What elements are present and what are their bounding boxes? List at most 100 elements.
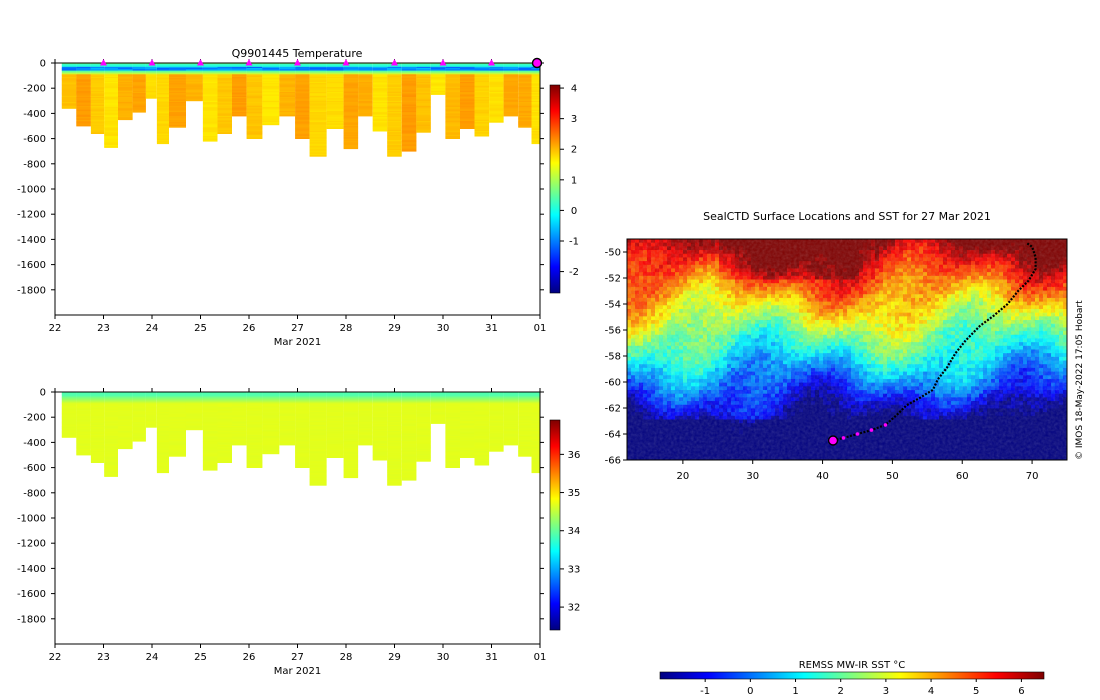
section-cell — [309, 85, 327, 88]
section-cell — [518, 448, 532, 451]
section-cell — [104, 66, 118, 69]
section-cell — [460, 107, 475, 109]
section-cell — [262, 412, 280, 414]
section-cell — [326, 100, 344, 103]
section-cell — [309, 413, 327, 416]
section-cell — [518, 434, 532, 437]
section-cell — [326, 405, 344, 408]
colorbar-tick-label: 2 — [571, 145, 577, 156]
section-cell — [503, 432, 519, 434]
section-cell — [132, 431, 146, 433]
section-cell — [387, 444, 402, 447]
section-cell — [326, 412, 344, 414]
section-cell — [474, 428, 490, 431]
section-cell — [262, 92, 280, 94]
section-cell — [343, 79, 359, 82]
section-cell — [401, 138, 417, 141]
section-cell — [145, 395, 157, 398]
section-cell — [217, 422, 232, 424]
section-cell — [156, 465, 169, 467]
section-cell — [401, 126, 417, 128]
section-cell — [343, 73, 359, 75]
temperature-panel: Q9901445 Temperature 22 23 24 25 26 27 28 29 30 3… — [17, 47, 579, 348]
section-cell — [445, 463, 460, 466]
section-cell — [262, 400, 280, 403]
section-cell — [401, 81, 417, 84]
section-cell — [61, 392, 77, 394]
section-cell — [169, 86, 186, 89]
section-cell — [61, 98, 77, 100]
section-cell — [246, 462, 263, 465]
section-cell — [460, 113, 475, 116]
section-cell — [295, 432, 310, 434]
section-cell — [474, 131, 490, 133]
section-cell — [531, 84, 540, 87]
section-cell — [387, 123, 402, 126]
section-cell — [309, 115, 327, 118]
section-cell — [387, 428, 402, 431]
section-cell — [309, 428, 327, 431]
section-cell — [401, 422, 417, 424]
section-cell — [132, 418, 146, 421]
section-cell — [445, 453, 460, 456]
section-cell — [401, 473, 417, 476]
section-cell — [118, 417, 133, 419]
section-cell — [295, 441, 310, 443]
section-cell — [169, 73, 186, 75]
section-cell — [503, 405, 519, 408]
section-cell — [445, 88, 460, 90]
section-cell — [202, 444, 218, 447]
section-cell — [416, 105, 431, 108]
section-cell — [401, 434, 417, 437]
section-cell — [246, 432, 263, 434]
section-cell — [387, 129, 402, 132]
section-cell — [202, 66, 218, 69]
section-cell — [246, 107, 263, 109]
section-cell — [343, 403, 359, 405]
section-cell — [489, 433, 504, 436]
section-cell — [343, 467, 359, 470]
colorbar-tick-label: 0 — [571, 206, 577, 217]
section-cell — [416, 405, 431, 408]
section-cell — [401, 95, 417, 98]
section-cell — [90, 431, 105, 433]
section-cell — [169, 71, 186, 74]
section-cell — [156, 410, 169, 413]
section-cell — [445, 68, 460, 70]
section-cell — [202, 433, 218, 436]
section-cell — [387, 417, 402, 419]
section-cell — [387, 413, 402, 416]
section-cell — [118, 422, 133, 424]
section-cell — [518, 405, 532, 408]
section-cell — [401, 71, 417, 74]
profile-marker — [439, 59, 447, 66]
section-cell — [118, 436, 133, 438]
section-cell — [76, 434, 91, 437]
section-cell — [132, 437, 146, 440]
section-cell — [503, 410, 519, 413]
section-cell — [156, 76, 169, 79]
section-cell — [232, 421, 247, 423]
section-cell — [460, 80, 475, 83]
section-cell — [445, 460, 460, 462]
section-cell — [309, 412, 327, 414]
section-cell — [262, 434, 280, 437]
section-cell — [202, 73, 218, 75]
section-cell — [202, 466, 218, 468]
section-cell — [430, 397, 446, 399]
section-cell — [145, 85, 157, 88]
section-cell — [503, 399, 519, 402]
section-cell — [416, 414, 431, 417]
section-cell — [232, 92, 247, 94]
section-cell — [518, 69, 532, 71]
section-cell — [61, 422, 77, 424]
section-cell — [217, 455, 232, 457]
section-cell — [474, 132, 490, 134]
section-cell — [445, 80, 460, 83]
section-cell — [309, 419, 327, 422]
section-cell — [61, 78, 77, 80]
temperature-title: Q9901445 Temperature — [232, 47, 363, 60]
section-cell — [343, 393, 359, 395]
section-cell — [217, 90, 232, 93]
section-cell — [445, 92, 460, 94]
